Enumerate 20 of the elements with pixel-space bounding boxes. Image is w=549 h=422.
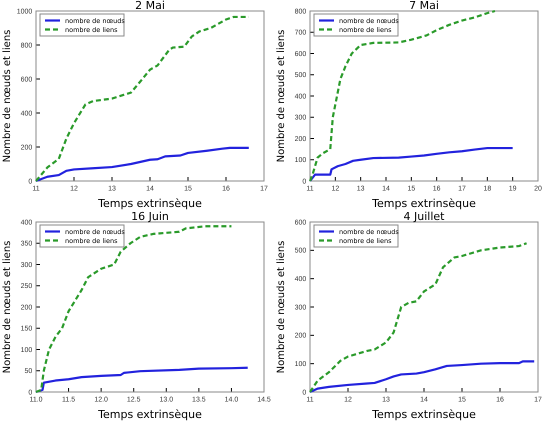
y-axis-title: Nombre de nœuds et liens [2,240,13,374]
x-axis-title: Temps extrinsèque [97,197,202,210]
chart-title: 7 Mai [409,0,439,12]
line-series [34,366,249,394]
line-series [308,146,514,182]
x-axis-title: Temps extrinsèque [371,408,476,421]
line-series [34,146,250,182]
y-axis-title: Nombre de nœuds et liens [276,30,287,162]
line-series [34,16,250,182]
x-axis-title: Temps extrinsèque [371,197,476,210]
y-axis-title: Nombre de nœuds et liens [2,30,13,162]
line-series [308,10,496,182]
chart-title: 2 Mai [135,0,165,12]
line-series [34,225,233,394]
x-axis-title: Temps extrinsèque [97,408,202,421]
line-series [308,242,528,394]
line-series [308,360,536,394]
chart-title: 4 Juillet [404,210,446,223]
chart-title: 16 Juin [131,210,169,223]
y-axis-title: Nombre de nœuds et liens [276,240,287,374]
